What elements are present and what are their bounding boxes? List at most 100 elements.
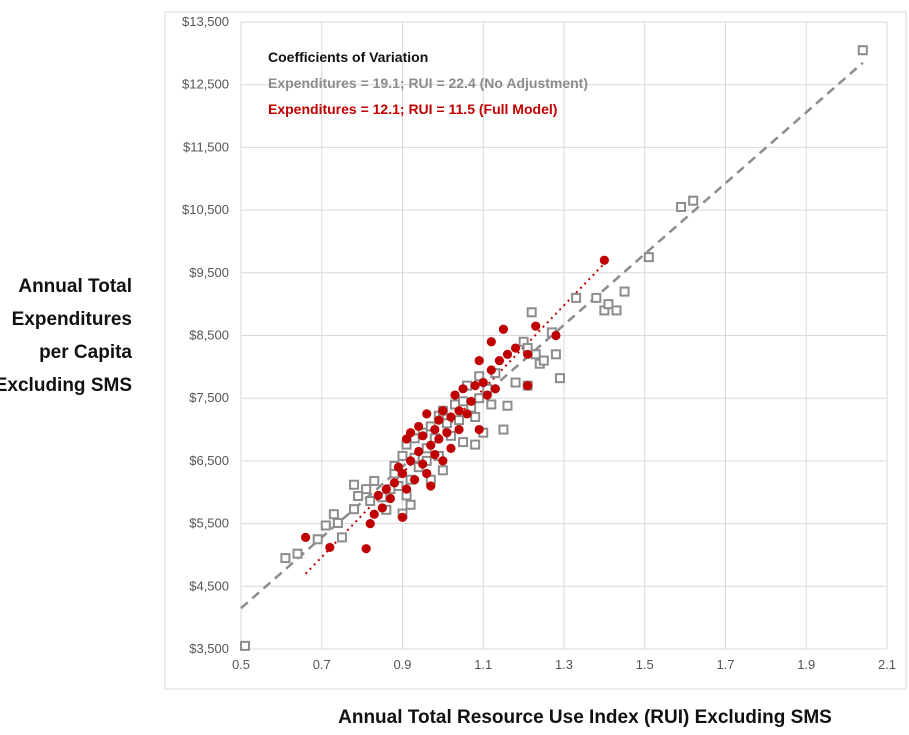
x-tick-label: 2.1 (878, 657, 896, 672)
no-adjustment-point (328, 509, 339, 520)
full-model-point (470, 381, 480, 391)
y-tick-label: $4,500 (189, 578, 229, 593)
no-adjustment-point (591, 292, 602, 303)
y-axis-label: Annual Total Expenditures per Capita Exc… (0, 276, 132, 396)
full-model-point (486, 337, 496, 347)
no-adjustment-point (320, 520, 331, 531)
no-adjustment-point (486, 399, 497, 410)
full-model-point (462, 409, 472, 419)
full-model-point (438, 406, 448, 416)
full-model-point (446, 443, 456, 453)
full-model-point (478, 377, 488, 388)
gridlines (240, 21, 888, 650)
y-axis-label-line-1: Annual Total (18, 276, 132, 297)
annotation-box: Coefficients of Variation Expenditures =… (268, 49, 588, 117)
full-model-point (498, 324, 509, 334)
full-model-point (410, 475, 420, 485)
full-model-point (510, 343, 521, 353)
y-tick-label: $3,500 (189, 641, 229, 656)
annotation-heading: Coefficients of Variation (268, 49, 428, 65)
full-model-point (381, 484, 391, 494)
full-model-point (494, 355, 504, 366)
full-model-point (430, 424, 440, 435)
no-adjustment-point (474, 393, 485, 404)
no-adjustment-point (611, 305, 622, 316)
x-tick-label: 1.3 (555, 657, 573, 672)
no-adjustment-point (280, 553, 291, 564)
no-adjustment-point (603, 299, 614, 310)
full-model-point (422, 468, 432, 479)
full-model-point (365, 519, 375, 529)
full-model-point (458, 384, 468, 394)
no-adjustment-point (550, 349, 561, 360)
full-model-point (523, 349, 533, 359)
no-adjustment-point (526, 307, 537, 318)
full-model-point (474, 424, 484, 435)
data-points (240, 45, 868, 651)
full-model-point (397, 468, 408, 479)
y-tick-label: $8,500 (189, 328, 229, 343)
y-tick-label: $5,500 (189, 516, 229, 531)
full-model-point (373, 490, 383, 500)
no-adjustment-point (369, 475, 380, 486)
full-model-point (531, 321, 541, 331)
y-axis-label-line-3: per Capita (39, 342, 132, 363)
full-model-point (426, 481, 436, 491)
full-model-point (466, 396, 476, 406)
no-adjustment-point (365, 496, 376, 507)
x-tick-label: 1.7 (716, 657, 734, 672)
full-model-point (450, 390, 460, 400)
no-adjustment-point (397, 450, 408, 461)
no-adjustment-point (361, 484, 372, 495)
full-model-point (502, 349, 513, 359)
no-adjustment-point (554, 373, 565, 384)
y-tick-label: $13,500 (182, 14, 229, 29)
full-model-point (486, 365, 496, 375)
no-adjustment-point (292, 548, 303, 559)
x-tick-label: 1.9 (797, 657, 815, 672)
no-adjustment-point (857, 45, 868, 56)
full-model-point (442, 428, 452, 438)
no-adjustment-point (458, 437, 469, 448)
no-adjustment-point (619, 286, 630, 297)
no-adjustment-point (502, 400, 513, 411)
y-axis-label-line-2: Expenditures (12, 309, 132, 330)
full-model-point (551, 330, 561, 341)
full-model-point (301, 532, 311, 542)
full-model-point (438, 456, 448, 466)
no-adjustment-point (538, 355, 549, 366)
full-model-point (454, 424, 464, 435)
full-model-point (422, 409, 432, 419)
no-adjustment-point (498, 424, 509, 435)
full-model-point (325, 542, 335, 553)
no-adjustment-point (458, 396, 469, 407)
x-axis-label: Annual Total Resource Use Index (RUI) Ex… (338, 707, 832, 728)
no-adjustment-point (312, 534, 323, 545)
full-model-point (426, 440, 436, 450)
no-adjustment-point (530, 349, 541, 360)
no-adjustment-point (474, 371, 485, 382)
x-tick-label: 1.5 (636, 657, 654, 672)
no-adjustment-point (240, 640, 251, 651)
full-model-point (454, 406, 464, 416)
full-model-point (405, 456, 416, 466)
x-tick-label: 1.1 (474, 657, 492, 672)
full-model-point (401, 484, 412, 494)
no-adjustment-point (571, 292, 582, 303)
y-tick-label: $11,500 (183, 139, 229, 154)
annotation-no-adjustment: Expenditures = 19.1; RUI = 22.4 (No Adju… (268, 75, 588, 91)
full-model-point (414, 421, 424, 432)
full-model-point (397, 512, 408, 522)
full-model-point (482, 390, 492, 400)
y-tick-label: $6,500 (189, 453, 229, 468)
no-adjustment-point (510, 377, 521, 388)
full-model-point (599, 255, 609, 265)
no-adjustment-point (676, 201, 687, 212)
no-adjustment-point (470, 412, 481, 423)
no-adjustment-point (454, 415, 465, 426)
no-adjustment-point (332, 517, 343, 528)
full-model-point (418, 431, 428, 441)
full-model-point (385, 493, 395, 504)
full-model-point (523, 381, 533, 391)
